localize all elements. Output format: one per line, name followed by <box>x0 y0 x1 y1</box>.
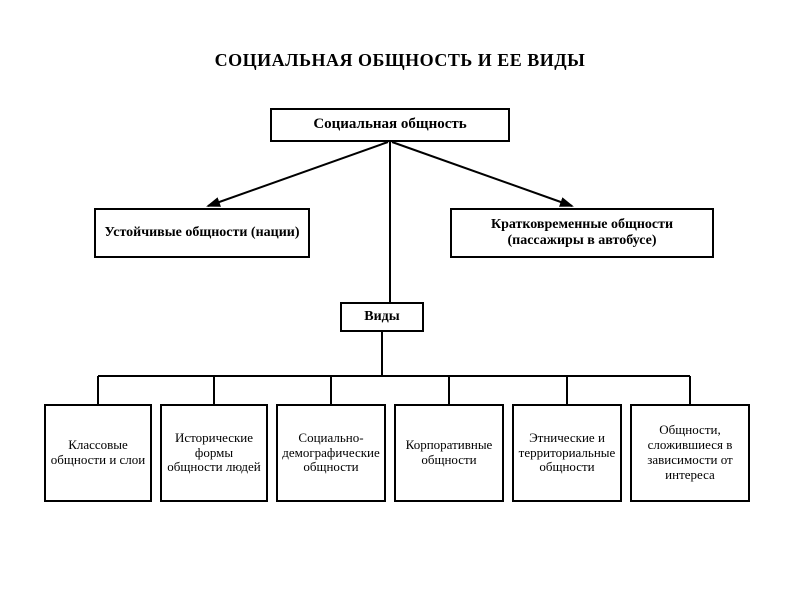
node-leaf-5: Этнические и террито­риальные общности <box>512 404 622 502</box>
node-short: Кратковременные общности (пассажиры в ав… <box>450 208 714 258</box>
node-leaf-1-label: Классовые общности и слои <box>46 436 150 470</box>
node-leaf-4-label: Корпоратив­ные общности <box>396 436 502 470</box>
diagram-title: СОЦИАЛЬНАЯ ОБЩНОСТЬ И ЕЕ ВИДЫ <box>0 50 800 71</box>
node-short-label: Кратковременные общности (пассажиры в ав… <box>452 215 712 251</box>
node-kinds-label: Виды <box>360 307 403 327</box>
node-leaf-4: Корпоратив­ные общности <box>394 404 504 502</box>
node-leaf-5-label: Этнические и террито­риальные общности <box>514 429 620 478</box>
node-leaf-6-label: Общности, сложившиеся в зависимости от и… <box>632 421 748 485</box>
node-stable-label: Устойчивые общности (нации) <box>100 223 303 243</box>
node-leaf-2-label: Истори­ческие формы общности людей <box>162 429 266 478</box>
node-root: Социальная общность <box>270 108 510 142</box>
diagram-edges <box>0 0 800 600</box>
node-leaf-6: Общности, сложившиеся в зависимости от и… <box>630 404 750 502</box>
node-leaf-1: Классовые общности и слои <box>44 404 152 502</box>
node-stable: Устойчивые общности (нации) <box>94 208 310 258</box>
diagram-canvas: СОЦИАЛЬНАЯ ОБЩНОСТЬ И ЕЕ ВИДЫ Социальная… <box>0 0 800 600</box>
node-root-label: Социальная общность <box>309 114 470 135</box>
node-leaf-3: Социально-демографи­ческие общности <box>276 404 386 502</box>
node-leaf-3-label: Социально-демографи­ческие общности <box>278 429 384 478</box>
node-leaf-2: Истори­ческие формы общности людей <box>160 404 268 502</box>
node-kinds: Виды <box>340 302 424 332</box>
